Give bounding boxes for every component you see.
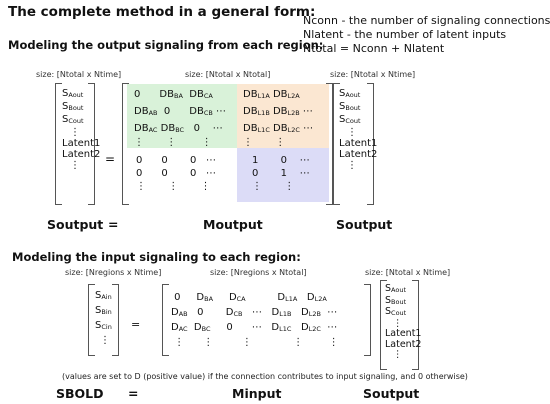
output-matrix-conn: 0 DBBA DBCA DBAB 0 DBCB ⋯ DBAC DBBC 0 ⋯ …	[134, 89, 227, 148]
definition-ntotal: Ntotal = Nconn + Nlatent	[303, 42, 445, 55]
input-left-vector: SAin SBin SCin ⋮	[95, 290, 112, 346]
input-left-bracket-close	[112, 284, 119, 356]
output-equals: =	[105, 152, 116, 166]
output-left-vector: SAout SBout SCout ⋮ Latent1 Latent2 ⋮	[62, 88, 101, 171]
input-size-left: size: [Nregions x Ntime]	[65, 268, 162, 277]
input-matrix: 0 DBA DCA DL1A DL2A DAB 0 DCB ⋯ DL1B DL2…	[171, 292, 339, 348]
input-matrix-bracket-close	[364, 284, 371, 356]
output-matrix-identity: 1 0 ⋯ 0 1 ⋯ ⋮ ⋮	[252, 155, 310, 192]
output-size-mid: size: [Ntotal x Ntotal]	[185, 70, 271, 79]
latent-block-orange	[237, 84, 329, 148]
page-title: The complete method in a general form:	[8, 4, 316, 20]
output-section-heading: Modeling the output signaling from each …	[8, 38, 324, 52]
input-label-left: SBOLD	[56, 386, 104, 401]
input-matrix-bracket-open	[162, 284, 169, 356]
output-right-bracket-open	[333, 83, 340, 205]
input-label-mid: Minput	[232, 386, 282, 401]
output-matrix-latent: DBL1A DBL2A DBL1B DBL2B ⋯ DBL1C DBL2C ⋯ …	[243, 89, 314, 148]
output-size-right: size: [Ntotal x Ntime]	[330, 70, 416, 79]
output-label-mid: Moutput	[203, 217, 263, 232]
output-matrix-zeros: 0 0 0 ⋯ 0 0 0 ⋯ ⋮ ⋮ ⋮	[136, 155, 216, 192]
output-size-left: size: [Ntotal x Ntime]	[36, 70, 122, 79]
output-right-bracket-close	[367, 83, 374, 205]
input-note: (values are set to D (positive value) if…	[62, 372, 468, 381]
output-left-bracket-open	[55, 83, 62, 205]
definition-nconn: Nconn - the number of signaling connecti…	[303, 14, 550, 27]
output-label-left: Soutput	[47, 217, 104, 232]
output-matrix-bracket-close	[326, 83, 333, 205]
output-left-bracket-close	[88, 83, 95, 205]
input-right-bracket-open	[380, 280, 387, 370]
input-equals: =	[131, 318, 141, 331]
input-label-eq: =	[128, 386, 139, 401]
definitions: Nconn - the number of signaling connecti…	[303, 14, 550, 56]
identity-block-blue	[237, 148, 329, 202]
output-label-eq: =	[108, 217, 119, 232]
input-right-vector: SAout SBout SCout ⋮ Latent1 Latent2 ⋮	[385, 283, 422, 360]
definition-nlatent: Nlatent - the number of latent inputs	[303, 28, 507, 41]
output-label-right: Soutput	[336, 217, 393, 232]
output-matrix-bracket-open	[122, 83, 129, 205]
input-label-right: Soutput	[363, 386, 420, 401]
output-right-vector: SAout SBout SCout ⋮ Latent1 Latent2 ⋮	[339, 88, 378, 171]
input-right-bracket-close	[412, 280, 419, 370]
input-section-heading: Modeling the input signaling to each reg…	[12, 250, 301, 264]
input-left-bracket-open	[88, 284, 95, 356]
input-size-right: size: [Ntotal x Ntime]	[365, 268, 451, 277]
conn-block-green	[127, 84, 237, 148]
input-size-mid: size: [Nregions x Ntotal]	[210, 268, 307, 277]
